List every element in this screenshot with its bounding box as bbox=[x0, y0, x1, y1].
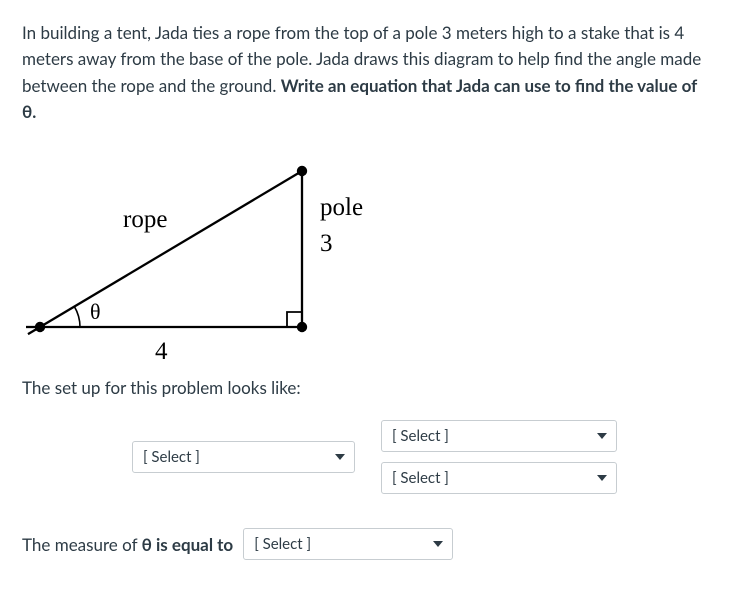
problem-statement: In building a tent, Jada ties a rope fro… bbox=[22, 20, 708, 125]
measure-bold: θ is equal to bbox=[142, 534, 234, 555]
numerator-select[interactable]: [ Select ] bbox=[381, 420, 617, 452]
equation-selects: [ Select ] [ Select ] [ Select ] bbox=[22, 420, 708, 494]
triangle-diagram: rope pole 3 4 θ bbox=[22, 137, 708, 369]
svg-text:rope: rope bbox=[123, 206, 167, 233]
measure-prefix: The measure of bbox=[22, 534, 142, 555]
measure-line: The measure of θ is equal to [ Select ] bbox=[22, 528, 708, 560]
svg-text:4: 4 bbox=[155, 338, 168, 365]
denominator-select[interactable]: [ Select ] bbox=[381, 462, 617, 494]
svg-text:pole: pole bbox=[320, 194, 363, 221]
trig-function-select[interactable]: [ Select ] bbox=[132, 441, 355, 473]
svg-text:3: 3 bbox=[320, 230, 333, 257]
theta-value-select[interactable]: [ Select ] bbox=[243, 528, 453, 560]
setup-text: The set up for this problem looks like: bbox=[22, 377, 708, 398]
svg-text:θ: θ bbox=[90, 299, 101, 324]
